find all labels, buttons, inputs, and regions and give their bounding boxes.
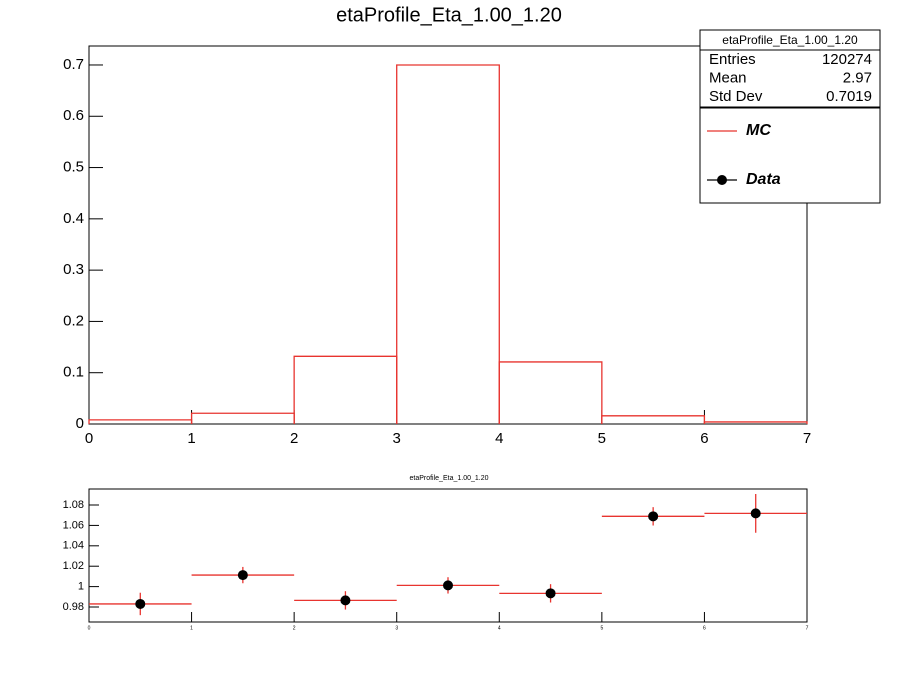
- histogram-bin: [601, 415, 706, 424]
- frame: [88, 45, 808, 425]
- chart-title: etaProfile_Eta_1.00_1.20: [336, 4, 562, 26]
- stats-title: etaProfile_Eta_1.00_1.20: [722, 33, 858, 47]
- y-tick-label: 1: [78, 581, 84, 593]
- y-tick-label: 1.02: [63, 560, 84, 572]
- x-tick-label: 4: [498, 625, 501, 631]
- data-point: [135, 598, 146, 609]
- histogram-bin: [190, 412, 295, 424]
- histogram-bin: [88, 419, 193, 424]
- x-tick-label: 1: [190, 625, 193, 631]
- y-tick-label: 0.3: [63, 261, 84, 278]
- y-tick-label: 1.06: [63, 519, 84, 531]
- y-tick-label: 0.2: [63, 312, 84, 329]
- stats-label: Entries: [709, 51, 756, 68]
- y-tick-label: 0.7: [63, 56, 84, 73]
- y-tick-label: 1.08: [63, 499, 84, 511]
- legend-label: Data: [746, 171, 781, 188]
- x-tick-label: 6: [703, 625, 706, 631]
- x-tick-label: 4: [495, 430, 503, 447]
- data-point: [648, 511, 659, 522]
- legend-box: [699, 107, 881, 204]
- data-point: [443, 580, 453, 591]
- x-tick-label: 1: [187, 430, 195, 447]
- x-tick-label: 0: [88, 625, 91, 631]
- stats-box: [699, 29, 881, 108]
- x-tick-label: 6: [700, 430, 708, 447]
- y-tick-label: 1.04: [63, 540, 84, 552]
- stats-label: Mean: [709, 69, 747, 86]
- histogram-bin: [703, 421, 808, 424]
- x-tick-label: 0: [85, 430, 93, 447]
- data-point: [750, 508, 761, 519]
- stats-value: 2.97: [843, 69, 872, 86]
- frame: [88, 488, 808, 623]
- x-tick-label: 3: [393, 430, 401, 447]
- x-tick-label: 2: [293, 625, 296, 631]
- legend-label: MC: [746, 122, 771, 139]
- x-tick-label: 5: [598, 430, 606, 447]
- y-tick-label: 0.6: [63, 107, 84, 124]
- x-tick-label: 7: [803, 430, 811, 447]
- y-tick-label: 0.98: [63, 601, 84, 613]
- data-point: [340, 595, 351, 606]
- data-point: [545, 588, 556, 599]
- histogram-bin: [498, 361, 603, 424]
- histogram-bin: [396, 64, 500, 424]
- chart-title: etaProfile_Eta_1.00_1.20: [409, 475, 488, 482]
- x-tick-label: 3: [395, 625, 398, 631]
- stats-value: 120274: [822, 51, 872, 68]
- stats-value: 0.7019: [826, 88, 872, 105]
- histogram-bin: [293, 355, 398, 424]
- legend-marker: [717, 175, 727, 185]
- y-tick-label: 0.5: [63, 159, 84, 176]
- y-tick-label: 0.4: [63, 210, 84, 227]
- y-tick-label: 0: [76, 415, 84, 432]
- x-tick-label: 7: [806, 625, 809, 631]
- x-tick-label: 5: [600, 625, 603, 631]
- data-point: [237, 570, 248, 581]
- stats-label: Std Dev: [709, 88, 763, 105]
- y-tick-label: 0.1: [63, 364, 84, 381]
- x-tick-label: 2: [290, 430, 298, 447]
